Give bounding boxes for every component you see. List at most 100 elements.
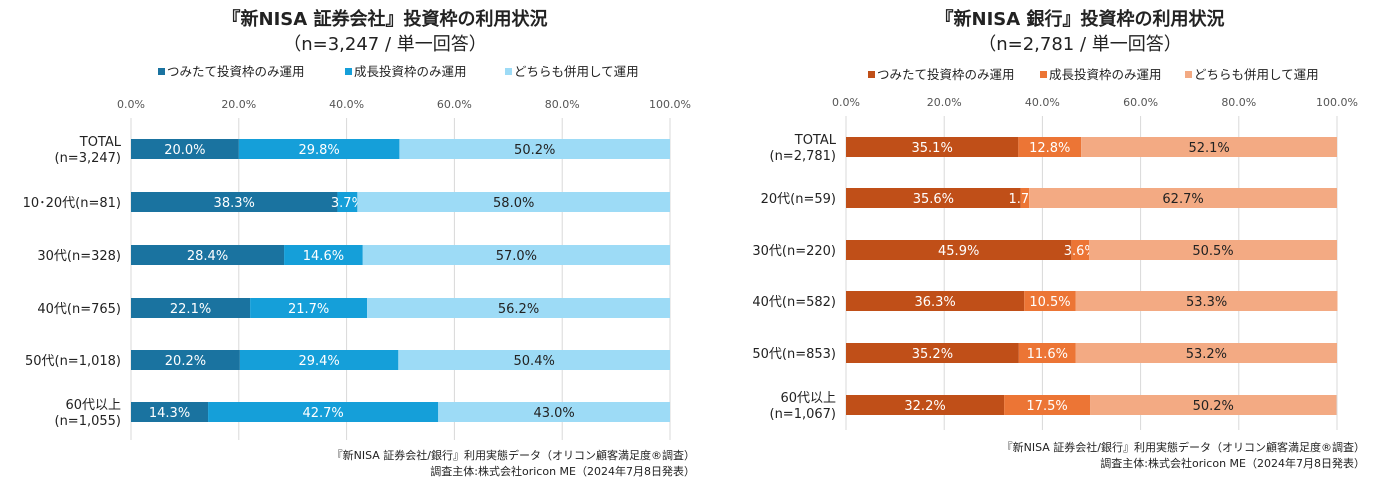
data-label: 50.2% — [1193, 399, 1234, 414]
category-label: (n=1,055) — [55, 414, 122, 429]
source-line: 『新NISA 証券会社/銀行』利用実態データ（オリコン顧客満足度®調査） — [1001, 441, 1365, 454]
bar-segment — [1029, 188, 1337, 208]
data-label: 3.6% — [1064, 244, 1097, 259]
legend-label: つみたて投資枠のみ運用 — [167, 64, 305, 79]
bar-segment — [131, 298, 251, 318]
category-label: (n=1,067) — [770, 407, 837, 422]
bar-segment — [1090, 395, 1337, 415]
data-label: 50.2% — [514, 143, 555, 158]
data-label: 20.0% — [164, 143, 205, 158]
data-label: 14.6% — [303, 249, 344, 264]
category-label: (n=3,247) — [55, 151, 122, 166]
data-label: 20.2% — [165, 354, 206, 369]
x-tick-label: 80.0% — [1221, 96, 1256, 109]
bar-segment — [1024, 291, 1076, 311]
category-label: 30代(n=328) — [37, 249, 121, 264]
chart-subtitle: （n=2,781 / 単一回答） — [978, 34, 1182, 55]
legend-swatch — [1185, 71, 1192, 78]
x-tick-label: 20.0% — [927, 96, 962, 109]
data-label: 11.6% — [1027, 347, 1068, 362]
data-label: 45.9% — [938, 244, 979, 259]
x-tick-label: 0.0% — [832, 96, 860, 109]
bar-segment — [284, 245, 363, 265]
data-label: 29.8% — [298, 143, 339, 158]
bar-segment — [357, 192, 670, 212]
data-label: 36.3% — [914, 295, 955, 310]
data-label: 12.8% — [1029, 141, 1070, 156]
bar-segment — [846, 395, 1005, 415]
bar-segment — [846, 137, 1019, 157]
bar-segment — [846, 343, 1019, 363]
bar-segment — [846, 240, 1072, 260]
source-note-right: 『新NISA 証券会社/銀行』利用実態データ（オリコン顧客満足度®調査） 調査主体… — [1002, 440, 1365, 472]
data-label: 50.4% — [514, 354, 555, 369]
x-tick-label: 20.0% — [221, 98, 256, 111]
data-label: 57.0% — [496, 249, 537, 264]
source-line: 調査主体:株式会社oricon ME（2024年7月8日発表） — [1100, 457, 1365, 470]
bar-segment — [1075, 291, 1338, 311]
x-tick-label: 40.0% — [329, 98, 364, 111]
category-label: 10･20代(n=81) — [23, 196, 121, 211]
bar-segment — [367, 298, 670, 318]
bar-segment — [208, 402, 439, 422]
data-label: 56.2% — [498, 302, 539, 317]
bar-segment — [438, 402, 670, 422]
data-label: 53.3% — [1186, 295, 1227, 310]
category-label: (n=2,781) — [770, 149, 837, 164]
bar-segment — [846, 291, 1025, 311]
x-tick-label: 60.0% — [437, 98, 472, 111]
legend-label: どちらも併用して運用 — [514, 64, 639, 79]
bar-segment — [362, 245, 670, 265]
legend-label: 成長投資枠のみ運用 — [354, 64, 467, 79]
bar-segment — [1004, 395, 1091, 415]
data-label: 29.4% — [298, 354, 339, 369]
legend-label: 成長投資枠のみ運用 — [1049, 67, 1162, 82]
x-tick-label: 40.0% — [1025, 96, 1060, 109]
chart-subtitle: （n=3,247 / 単一回答） — [283, 34, 487, 55]
data-label: 28.4% — [187, 249, 228, 264]
bar-segment — [398, 350, 670, 370]
bar-segment — [1075, 343, 1337, 363]
data-label: 42.7% — [302, 406, 343, 421]
bar-segment — [131, 245, 285, 265]
x-tick-label: 0.0% — [117, 98, 145, 111]
data-label: 62.7% — [1162, 192, 1203, 207]
x-tick-label: 60.0% — [1123, 96, 1158, 109]
category-label: 50代(n=1,018) — [25, 354, 121, 369]
data-label: 43.0% — [533, 406, 574, 421]
bar-segment — [239, 350, 399, 370]
source-line: 調査主体:株式会社oricon ME（2024年7月8日発表） — [430, 465, 695, 478]
bar-segment — [131, 139, 239, 159]
category-label: 40代(n=765) — [37, 302, 121, 317]
data-label: 52.1% — [1188, 141, 1229, 156]
bar-segment — [1089, 240, 1337, 260]
bar-segment — [399, 139, 670, 159]
data-label: 22.1% — [170, 302, 211, 317]
bar-segment — [1081, 137, 1337, 157]
data-label: 35.1% — [912, 141, 953, 156]
bar-segment — [1018, 343, 1076, 363]
data-label: 3.7% — [331, 196, 364, 211]
category-label: 60代以上 — [65, 398, 121, 413]
data-label: 10.5% — [1029, 295, 1070, 310]
bar-segment — [846, 188, 1021, 208]
bar-segment — [131, 350, 240, 370]
bar-segment — [250, 298, 368, 318]
legend-label: どちらも併用して運用 — [1194, 67, 1319, 82]
x-tick-label: 80.0% — [545, 98, 580, 111]
legend-swatch — [505, 68, 512, 75]
data-label: 58.0% — [493, 196, 534, 211]
data-label: 21.7% — [288, 302, 329, 317]
legend-swatch — [868, 71, 875, 78]
category-label: 50代(n=853) — [752, 347, 836, 362]
category-label: 20代(n=59) — [761, 192, 836, 207]
bar-segment — [1020, 188, 1030, 208]
source-note-left: 『新NISA 証券会社/銀行』利用実態データ（オリコン顧客満足度®調査） 調査主体… — [332, 448, 695, 480]
bar-segment — [1071, 240, 1090, 260]
chart-title: 『新NISA 証券会社』投資枠の利用状況 — [223, 8, 548, 30]
legend-swatch — [345, 68, 352, 75]
x-tick-label: 100.0% — [649, 98, 691, 111]
bar-segment — [238, 139, 400, 159]
bar-segment — [131, 402, 209, 422]
